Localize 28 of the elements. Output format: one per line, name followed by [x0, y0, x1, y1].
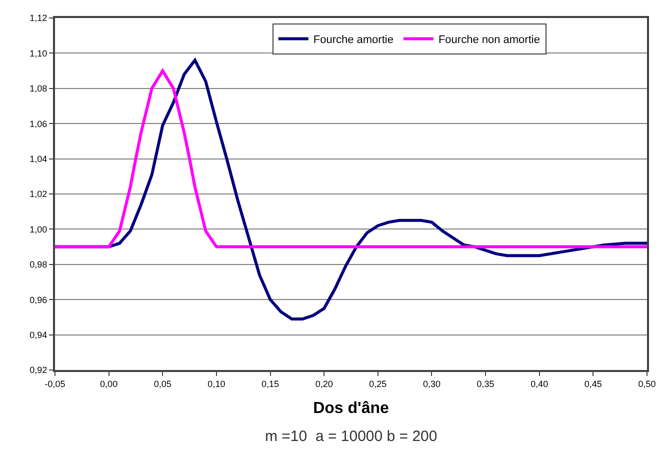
x-tick-label: 0,05 [154, 378, 172, 389]
x-axis-title: Dos d'âne [313, 400, 390, 417]
y-tick-label: 1,02 [30, 189, 48, 200]
x-tick-label: 0,40 [530, 378, 548, 389]
y-tick-label: 0,96 [30, 294, 48, 305]
x-tick-label: 0,35 [476, 378, 494, 389]
x-tick-label: 0,15 [262, 378, 280, 389]
text: m =10 a = 10000 b = 200 [265, 428, 438, 445]
y-tick-label: 1,10 [30, 48, 48, 58]
x-tick-label: 0,45 [584, 378, 602, 389]
legend-label: Fourche amortie [313, 34, 394, 46]
y-tick-label: 1,06 [30, 118, 48, 129]
x-tick-label: -0,05 [44, 378, 66, 389]
y-tick-label: 0,94 [30, 330, 48, 340]
x-tick-label: 0,00 [100, 378, 118, 389]
x-tick-label: 0,10 [208, 378, 226, 389]
x-tick-label: 0,30 [422, 378, 440, 389]
legend-label: Fourche non amortie [438, 34, 540, 46]
line-series [55, 69, 647, 248]
y-tick-label: 0,92 [30, 365, 48, 376]
y-tick-label: 1,12 [30, 13, 48, 24]
y-tick-label: 0,98 [30, 260, 48, 270]
x-tick-label: 0,20 [315, 378, 333, 389]
x-tick-label: 0,25 [369, 378, 387, 389]
y-tick-label: 1,08 [30, 84, 48, 94]
y-tick-label: 1,00 [30, 224, 48, 234]
y-tick-label: 1,04 [30, 154, 48, 164]
x-tick-label: 0,50 [638, 378, 656, 389]
